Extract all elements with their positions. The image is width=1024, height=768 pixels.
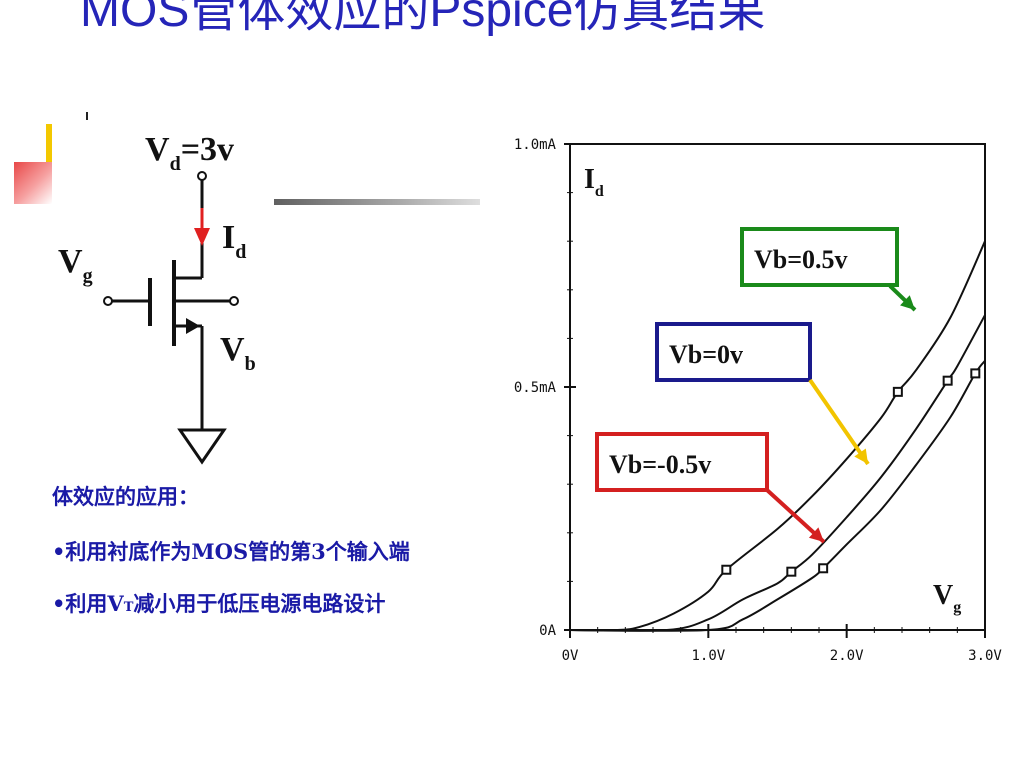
bullet-substrate-input: •利用衬底作为MOS管的第3个输入端 xyxy=(52,539,410,564)
callout-arrow-head xyxy=(854,448,868,464)
bullet2-suffix: 减小用于低压电源电路设计 xyxy=(133,591,386,616)
legend-label-series-1: Vb=0v xyxy=(669,340,743,369)
legend-box-series-0 xyxy=(740,227,899,287)
small-tick-mark xyxy=(86,112,88,120)
y-tick-label: 1.0mA xyxy=(514,137,557,153)
x-tick-label: 1.0V xyxy=(691,648,725,664)
callout-arrow-head xyxy=(808,527,824,542)
curve-series-0 xyxy=(569,240,986,632)
bullet2-subscript: T xyxy=(123,600,134,615)
y-tick-label: 0A xyxy=(539,623,556,639)
red-gradient-square xyxy=(14,162,52,204)
slide-title: MOS管体效应的Pspice仿真结果 xyxy=(80,0,766,37)
id-arrow-head xyxy=(194,228,210,246)
legend-label-series-0: Vb=0.5v xyxy=(754,245,848,274)
legend-label-series-2: Vb=-0.5v xyxy=(609,450,711,479)
x-axis-label: Vg xyxy=(933,580,961,616)
body-terminal xyxy=(229,296,239,306)
bullet2-prefix: •利用V xyxy=(52,591,124,616)
gray-gradient-rule xyxy=(274,199,480,205)
data-marker xyxy=(970,368,981,379)
drain-terminal xyxy=(197,171,207,181)
data-marker xyxy=(942,375,953,386)
y-tick-label: 0.5mA xyxy=(514,380,557,396)
yellow-accent-bar xyxy=(46,124,52,166)
plot-frame xyxy=(569,143,986,631)
callout-arrow-head xyxy=(900,295,915,310)
source-arrow-icon xyxy=(186,318,200,334)
curve-series-2 xyxy=(569,360,986,632)
x-tick-label: 0V xyxy=(562,648,579,664)
id-label: Id xyxy=(222,219,246,263)
callout-arrow-line xyxy=(808,378,870,466)
mos-circuit-schematic: Vd=3v Id Vg Vb xyxy=(58,131,256,465)
vg-label: Vg xyxy=(58,243,93,287)
data-marker xyxy=(786,566,797,577)
vd-label: Vd=3v xyxy=(145,131,234,175)
vb-label: Vb xyxy=(220,331,256,375)
notes-heading: 体效应的应用： xyxy=(52,484,199,509)
legend-box-series-1 xyxy=(655,322,812,382)
pspice-id-vg-chart: 0A 0.5mA 1.0mA 0V 1.0V 2.0V 3.0V Id Vg Vb=0.5v Vb… xyxy=(514,137,1003,664)
bullet-low-voltage: •利用VT减小用于低压电源电路设计 xyxy=(52,591,385,621)
legend-box-series-2 xyxy=(595,432,769,492)
data-marker xyxy=(892,386,903,397)
x-tick-label: 3.0V xyxy=(968,648,1002,664)
x-tick-label: 2.0V xyxy=(830,648,864,664)
ground-icon xyxy=(177,428,227,465)
y-axis-label: Id xyxy=(584,164,604,200)
data-marker xyxy=(721,564,732,575)
data-marker xyxy=(818,563,829,574)
gate-terminal xyxy=(103,296,113,306)
